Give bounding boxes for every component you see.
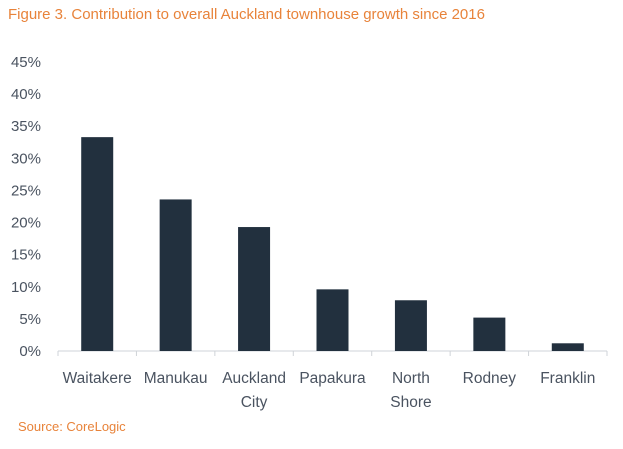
- bar: [238, 227, 271, 351]
- y-tick-label: 5%: [19, 311, 41, 328]
- y-tick-label: 10%: [11, 279, 41, 296]
- bar: [394, 300, 427, 351]
- source-note: Source: CoreLogic: [18, 419, 126, 434]
- x-tick-label: Auckland: [222, 370, 286, 387]
- bar: [81, 137, 114, 351]
- y-tick-label: 0%: [19, 343, 41, 360]
- y-tick-label: 20%: [11, 215, 41, 232]
- x-axis-labels: Waitakere Manukau Auckland City Papakura Nort…: [63, 370, 596, 411]
- y-tick-label: 25%: [11, 182, 41, 199]
- bar: [473, 317, 506, 351]
- x-tick-label: Shore: [390, 394, 431, 411]
- bar: [316, 289, 349, 351]
- x-axis-ticks: [57, 351, 608, 356]
- x-tick-label: Rodney: [463, 370, 517, 387]
- y-tick-label: 35%: [11, 118, 41, 135]
- y-tick-label: 15%: [11, 247, 41, 264]
- bar: [551, 343, 584, 351]
- x-tick-label: Manukau: [144, 370, 208, 387]
- y-tick-label: 40%: [11, 86, 41, 103]
- x-tick-label: Papakura: [299, 370, 366, 387]
- bars: [81, 137, 584, 351]
- y-tick-label: 30%: [11, 150, 41, 167]
- x-tick-label: North: [392, 370, 430, 387]
- x-tick-label: City: [241, 394, 268, 411]
- x-tick-label: Franklin: [540, 370, 595, 387]
- chart-title: Figure 3. Contribution to overall Auckla…: [8, 6, 485, 23]
- x-tick-label: Waitakere: [63, 370, 132, 387]
- y-tick-label: 45%: [11, 54, 41, 71]
- y-axis: 0% 5% 10% 15% 20% 25% 30% 35% 40% 45%: [11, 54, 41, 360]
- bar: [159, 199, 192, 351]
